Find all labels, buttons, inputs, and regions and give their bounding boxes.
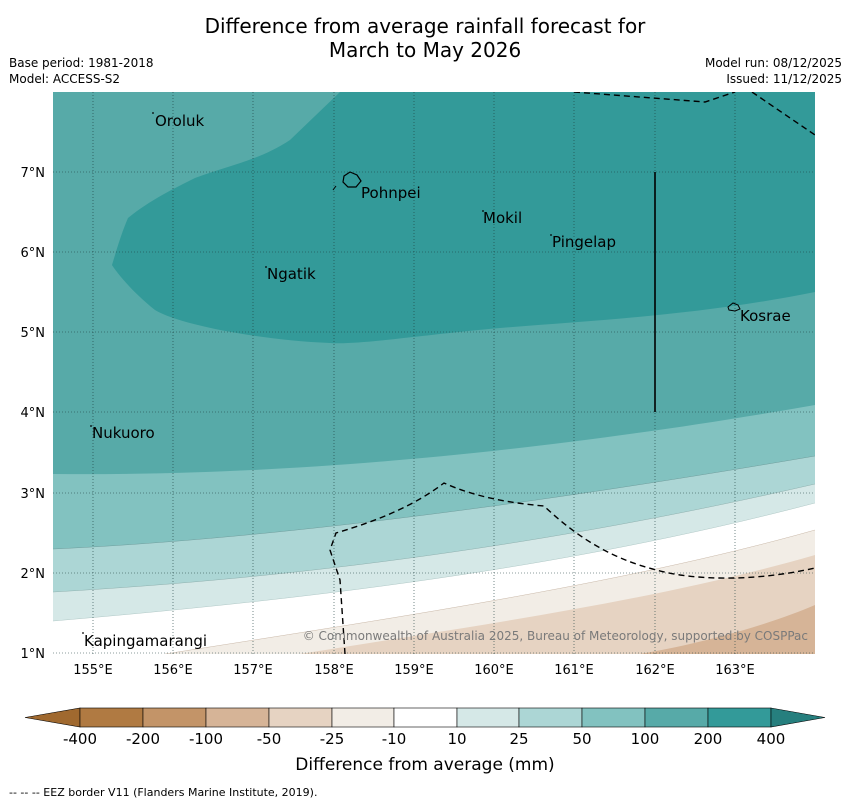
cb-label: 200 [693,730,723,748]
label-oroluk: Oroluk [155,112,204,130]
lon-157: 157°E [233,663,273,678]
label-ngatik: Ngatik [267,265,316,283]
model-run: Model run: 08/12/2025 [704,56,842,70]
band-neg-50 [640,605,815,654]
ngatik-dot-icon [265,266,267,268]
label-mokil: Mokil [483,209,522,227]
lat-3: 3°N [21,487,46,502]
base-period: Base period: 1981-2018 [9,56,154,70]
axis-labels: 155°E 156°E 157°E 158°E 159°E 160°E 161°… [21,166,755,678]
lon-158: 158°E [314,663,354,678]
label-pohnpei: Pohnpei [361,184,421,202]
colorbar [24,707,826,728]
colorbar-swatch [518,707,583,728]
colorbar-swatch [393,707,458,728]
colorbar-swatch [331,707,395,728]
cb-label: 100 [630,730,660,748]
lon-160: 160°E [474,663,514,678]
colorbar-swatch [79,707,144,728]
colorbar-swatch [707,707,772,728]
pingelap-dot-icon [550,234,552,236]
pohnpei-islet-icon [332,185,337,191]
lat-4: 4°N [21,406,46,421]
oroluk-dot-icon [152,112,154,114]
colorbar-swatch [456,707,520,728]
rainfall-map: Oroluk Pohnpei Mokil Pingelap Ngatik Kos… [53,92,815,654]
pohnpei-island-icon [342,171,362,188]
colorbar-labels: -400 -200 -100 -50 -25 -10 10 25 50 100 … [0,730,850,750]
lon-156: 156°E [153,663,193,678]
cb-label: -100 [188,730,224,748]
map-title: Difference from average rainfall forecas… [0,14,850,62]
band-neg-25 [300,555,815,654]
title-line-1: Difference from average rainfall forecas… [204,14,646,38]
title-line-2: March to May 2026 [328,38,522,62]
copyright-notice: © Commonwealth of Australia 2025, Bureau… [303,629,808,643]
lon-163: 163°E [715,663,755,678]
meta-left: Base period: 1981-2018 Model: ACCESS-S2 [9,55,154,87]
lon-162: 162°E [635,663,675,678]
cb-label: -200 [125,730,161,748]
lat-7: 7°N [21,166,46,181]
colorbar-extend-right [770,707,826,728]
cb-label: -10 [381,730,407,748]
lat-2: 2°N [21,567,46,582]
nukuoro-dot-icon [90,425,92,427]
cb-label: -50 [256,730,282,748]
lon-161: 161°E [554,663,594,678]
colorbar-extend-left [24,707,81,728]
kosrae-island-icon [727,302,741,312]
lon-155: 155°E [73,663,113,678]
eez-footnote: -- -- -- EEZ border V11 (Flanders Marine… [9,786,318,799]
kapingamarangi-dot-icon [82,632,84,634]
lat-6: 6°N [21,246,46,261]
cb-label: -400 [62,730,98,748]
lat-1: 1°N [21,647,46,662]
label-nukuoro: Nukuoro [92,424,155,442]
label-pingelap: Pingelap [552,233,616,251]
mokil-dot-icon [482,210,484,212]
colorbar-swatch [268,707,333,728]
eez-border [329,92,815,654]
colorbar-swatch [142,707,207,728]
issued-date: Issued: 11/12/2025 [726,72,842,86]
meta-right: Model run: 08/12/2025 Issued: 11/12/2025 [705,55,842,87]
lat-5: 5°N [21,326,46,341]
lon-159: 159°E [394,663,434,678]
cb-label: -25 [319,730,345,748]
cb-label: 25 [509,730,529,748]
colorbar-swatch [644,707,709,728]
band-100-200 [112,92,815,344]
cb-label: 10 [447,730,467,748]
model-name: Model: ACCESS-S2 [9,72,121,86]
gridlines [53,92,815,654]
label-kapingamarangi: Kapingamarangi [84,632,207,650]
colorbar-title: Difference from average (mm) [295,755,555,775]
cb-label: 400 [756,730,786,748]
cb-label: 50 [572,730,592,748]
colorbar-swatch [205,707,270,728]
colorbar-swatch [581,707,646,728]
label-kosrae: Kosrae [740,307,791,325]
